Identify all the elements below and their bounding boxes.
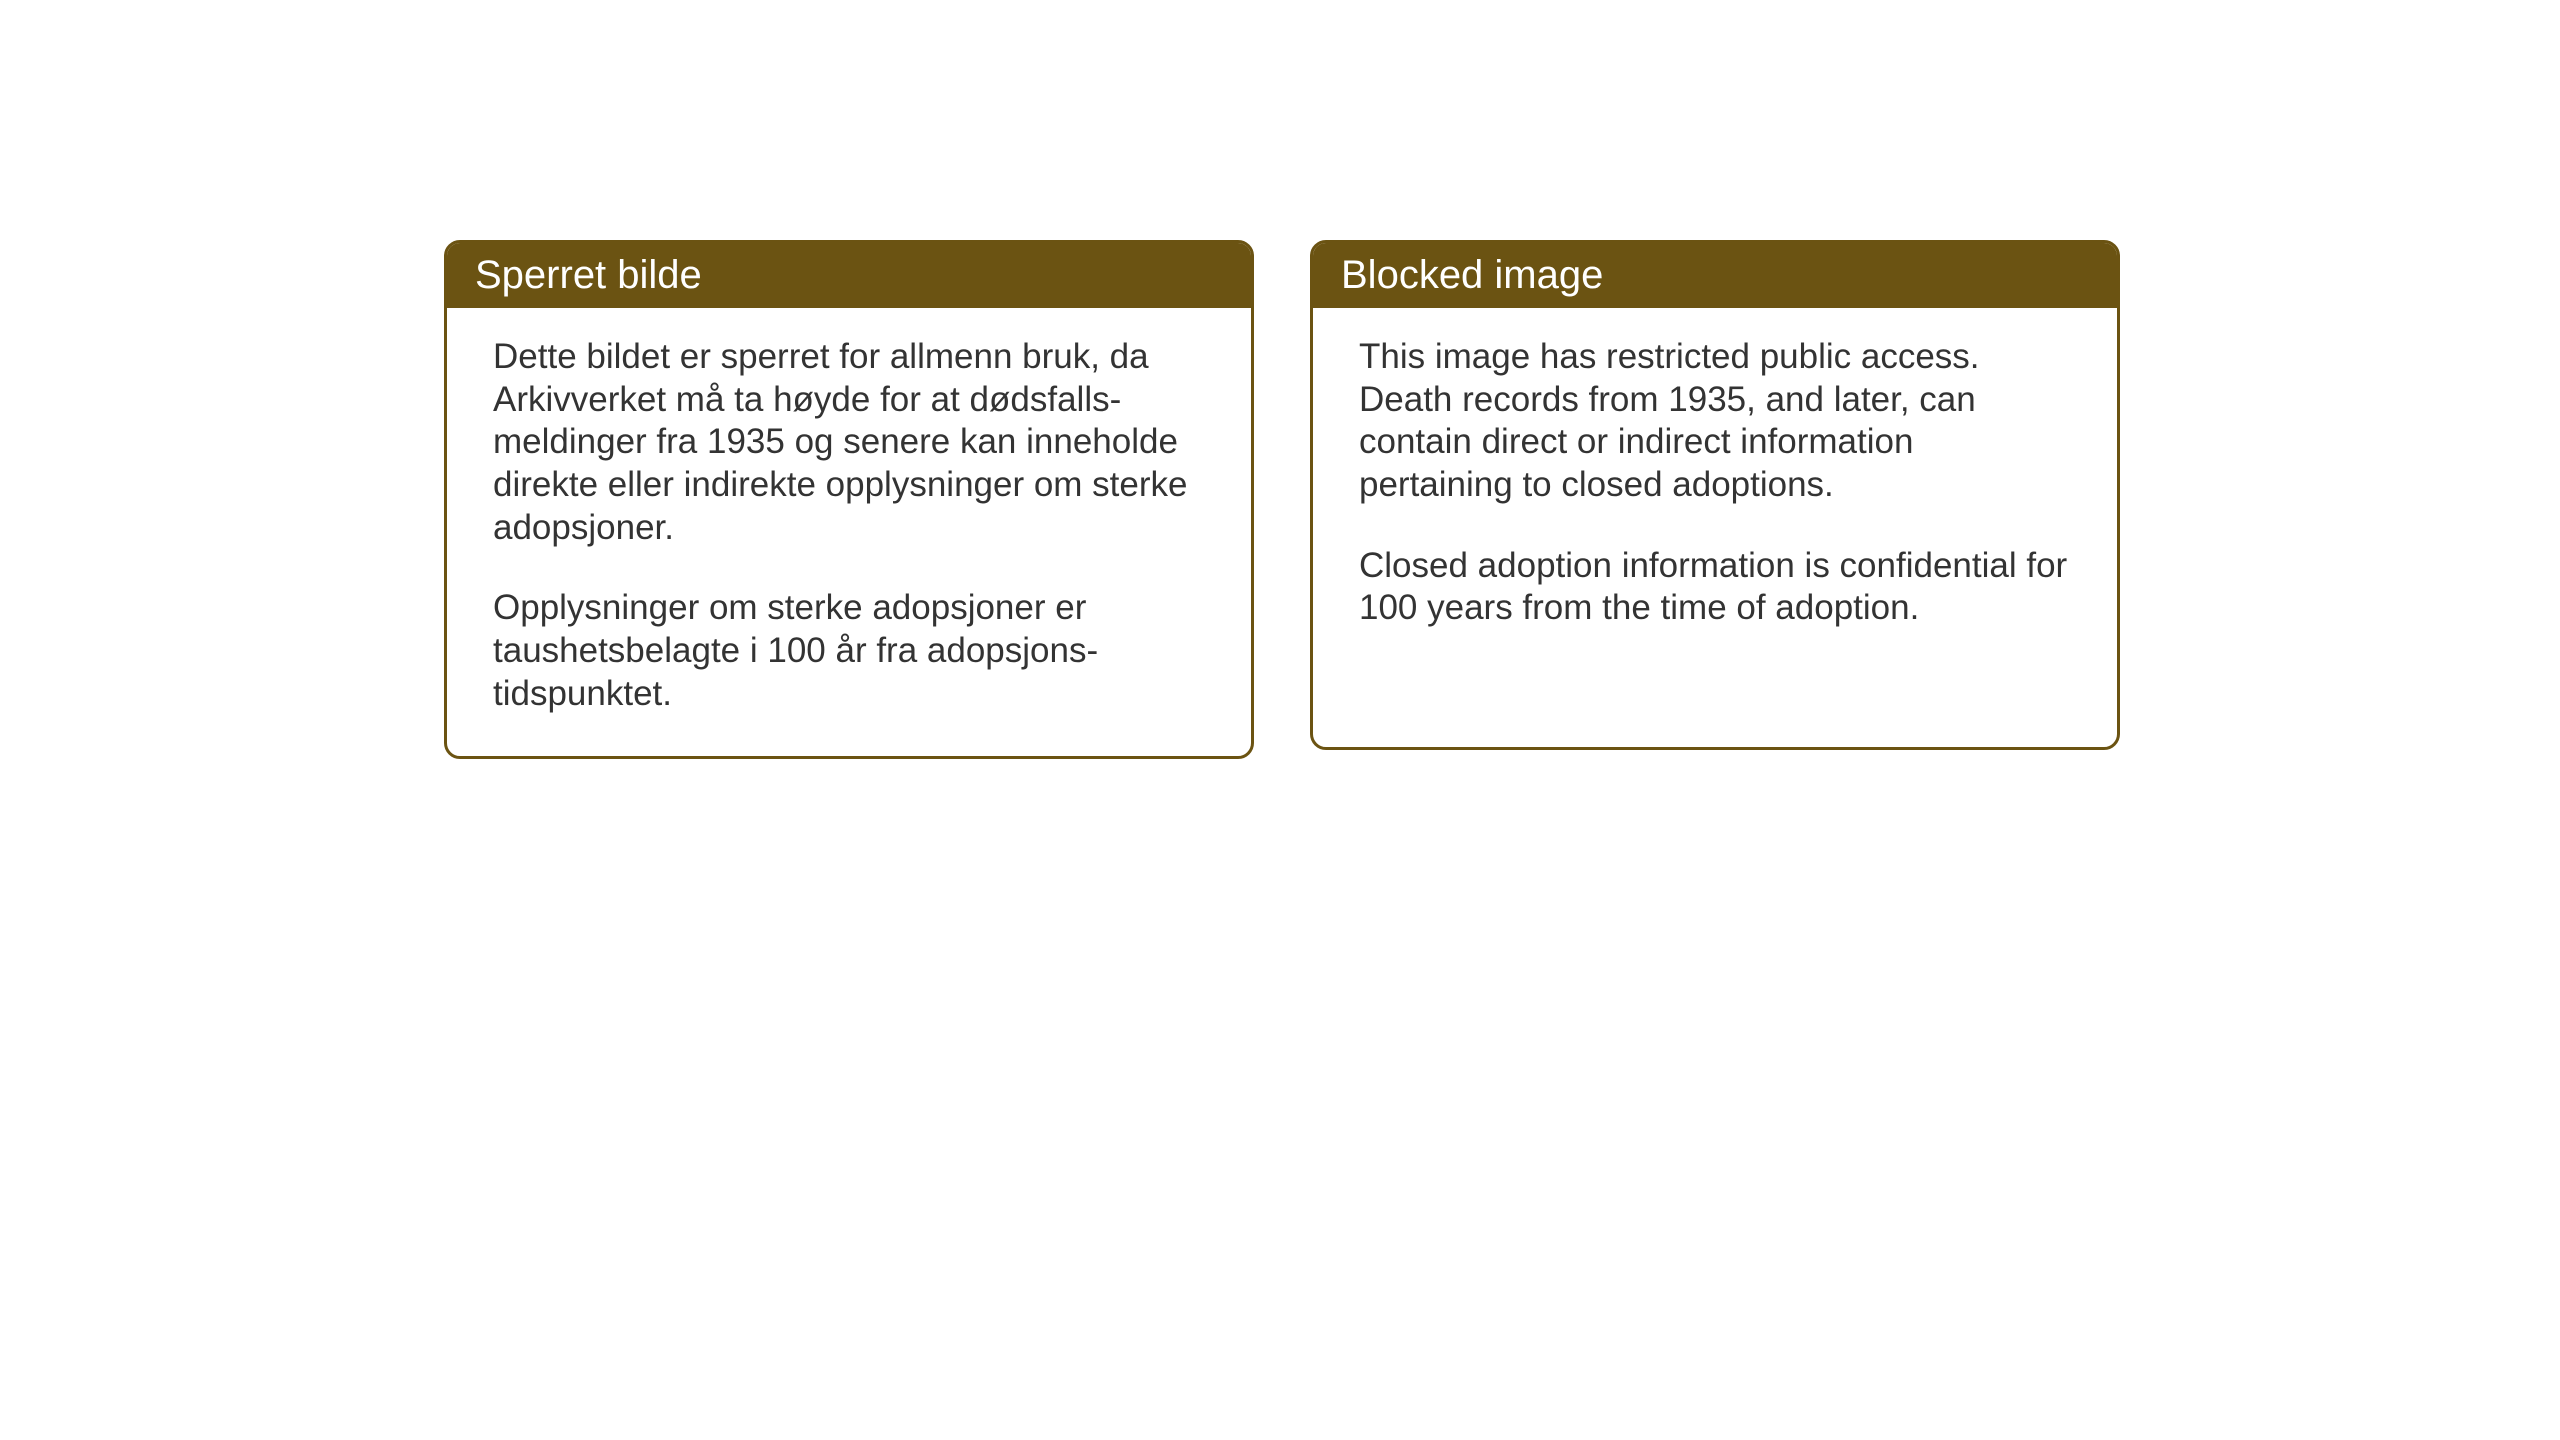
norwegian-info-box: Sperret bilde Dette bildet er sperret fo…: [444, 240, 1254, 759]
english-paragraph-1: This image has restricted public access.…: [1359, 336, 2071, 507]
norwegian-paragraph-1: Dette bildet er sperret for allmenn bruk…: [493, 336, 1205, 549]
english-box-content: This image has restricted public access.…: [1313, 308, 2117, 670]
norwegian-paragraph-2: Opplysninger om sterke adopsjoner er tau…: [493, 587, 1205, 715]
norwegian-box-title: Sperret bilde: [447, 243, 1251, 308]
info-boxes-container: Sperret bilde Dette bildet er sperret fo…: [444, 240, 2120, 759]
norwegian-box-content: Dette bildet er sperret for allmenn bruk…: [447, 308, 1251, 756]
english-box-title: Blocked image: [1313, 243, 2117, 308]
english-info-box: Blocked image This image has restricted …: [1310, 240, 2120, 750]
english-paragraph-2: Closed adoption information is confident…: [1359, 545, 2071, 630]
